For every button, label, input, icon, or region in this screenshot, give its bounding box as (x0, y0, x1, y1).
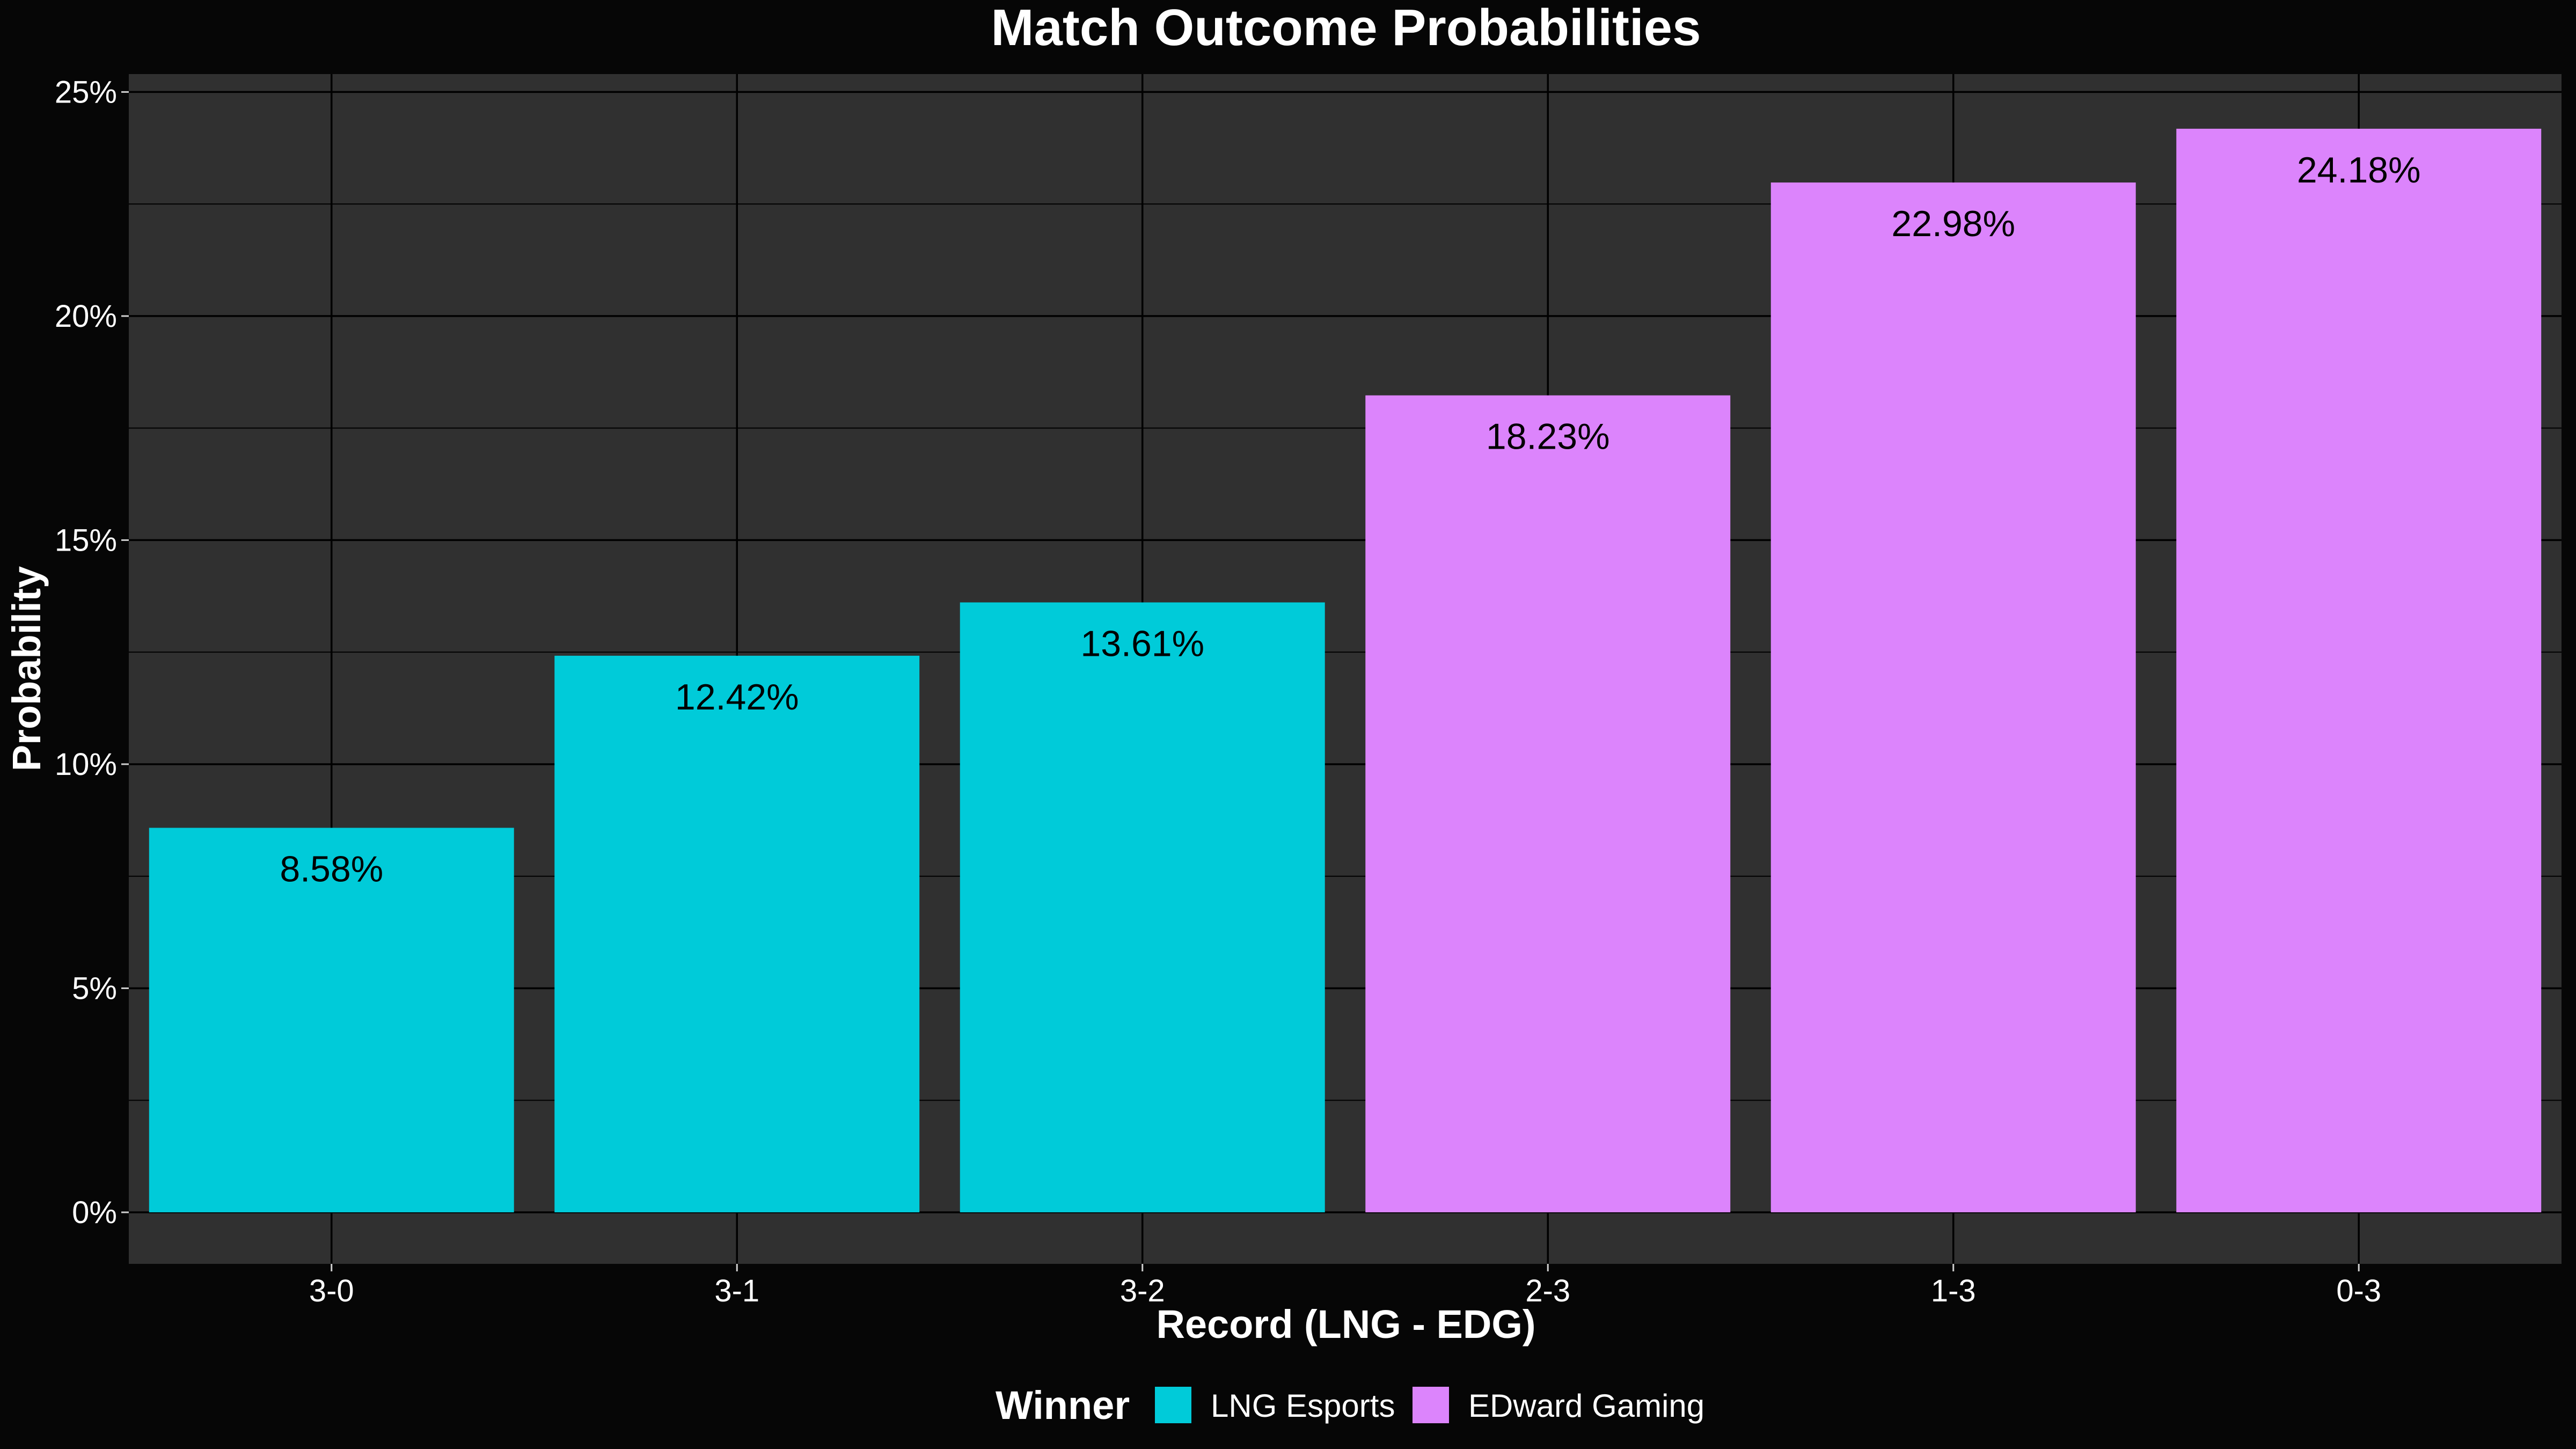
chart-title: Match Outcome Probabilities (991, 0, 1701, 56)
bars (149, 128, 2542, 1212)
bar (1770, 182, 2136, 1212)
bar-value-label: 8.58% (280, 849, 383, 890)
y-tick-label: 10% (55, 747, 117, 782)
minor-gridlines (129, 203, 2562, 1101)
bar-value-label: 22.98% (1891, 203, 2015, 244)
bar (960, 602, 1325, 1212)
y-axis-title: Probability (4, 566, 49, 771)
bar-value-label: 12.42% (675, 677, 799, 718)
y-tick-label: 0% (72, 1195, 117, 1230)
bar (2176, 128, 2542, 1212)
y-tick-label: 20% (55, 299, 117, 334)
bar (1365, 395, 1731, 1212)
bar (554, 655, 920, 1212)
legend-title: Winner (996, 1383, 1130, 1428)
plot-panel (129, 74, 2562, 1264)
x-tick-label: 3-1 (714, 1274, 759, 1308)
x-tick-label: 3-0 (309, 1274, 354, 1308)
x-tick-label: 1-3 (1931, 1274, 1976, 1308)
bar (149, 828, 514, 1212)
legend-swatch-edg (1413, 1387, 1449, 1423)
x-axis-title: Record (LNG - EDG) (1156, 1302, 1535, 1346)
legend-label-edg: EDward Gaming (1468, 1388, 1704, 1424)
y-tick-label: 5% (72, 971, 117, 1006)
legend-label-lng: LNG Esports (1211, 1388, 1395, 1424)
y-axis: 0% 5% 10% 15% 20% 25% (55, 75, 129, 1230)
bar-value-label: 18.23% (1486, 416, 1610, 457)
legend: Winner LNG Esports EDward Gaming (996, 1383, 1704, 1428)
x-axis: 3-0 3-1 3-2 2-3 1-3 0-3 (309, 1264, 2381, 1308)
x-tick-label: 2-3 (1525, 1274, 1570, 1308)
x-tick-label: 0-3 (2336, 1274, 2381, 1308)
x-tick-label: 3-2 (1120, 1274, 1165, 1308)
bar-value-label: 24.18% (2297, 150, 2421, 191)
legend-swatch-lng (1155, 1387, 1191, 1423)
bar-value-label: 13.61% (1080, 623, 1204, 664)
bar-value-labels: 8.58% 12.42% 13.61% 18.23% 22.98% 24.18% (280, 150, 2420, 890)
y-tick-label: 25% (55, 75, 117, 109)
y-tick-label: 15% (55, 523, 117, 558)
